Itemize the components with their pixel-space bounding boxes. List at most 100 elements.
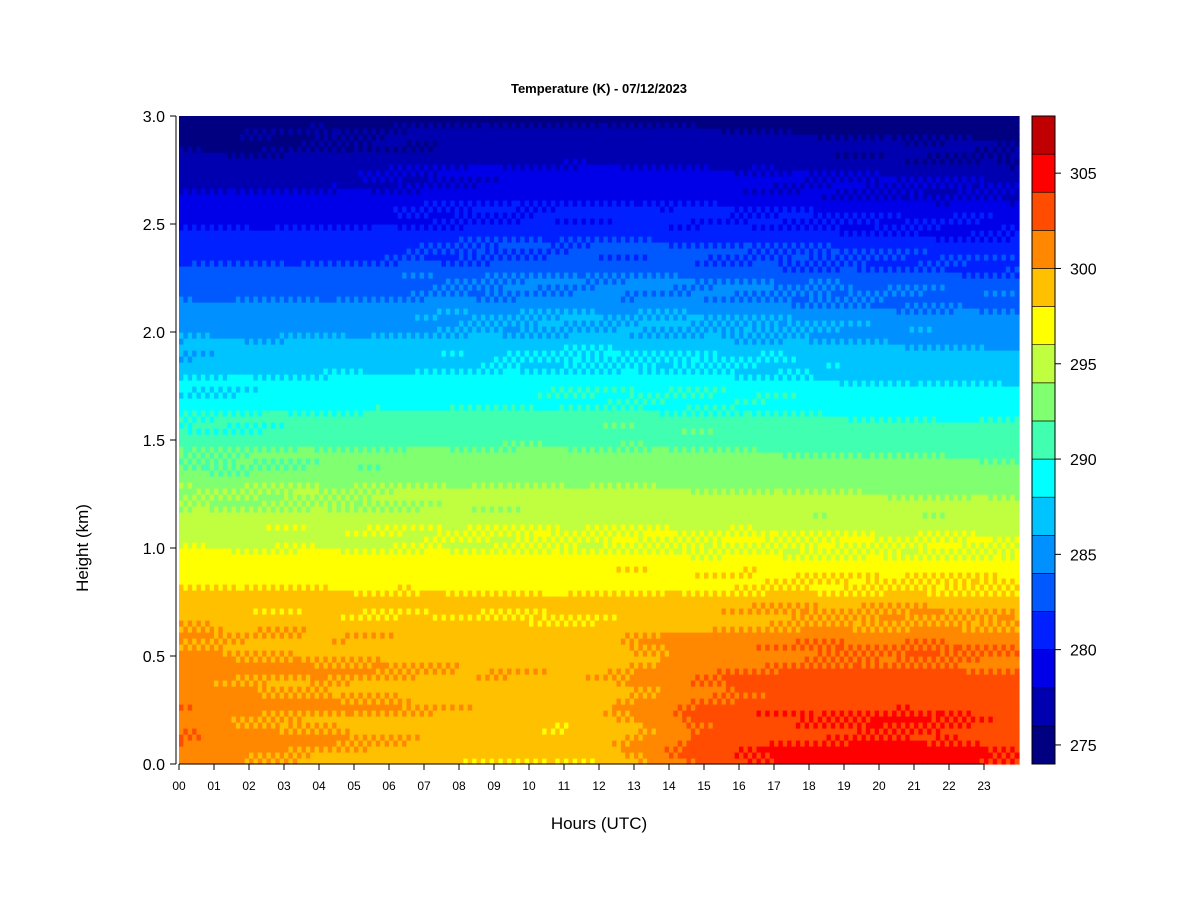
heatmap-cell bbox=[345, 404, 351, 411]
heatmap-cell bbox=[319, 362, 324, 369]
heatmap-cell bbox=[275, 296, 281, 303]
heatmap-cell bbox=[314, 662, 320, 669]
heatmap-cell bbox=[375, 212, 381, 219]
heatmap-cell bbox=[196, 422, 202, 429]
heatmap-cell bbox=[345, 464, 351, 471]
heatmap-cell bbox=[380, 722, 386, 729]
heatmap-cell bbox=[358, 218, 364, 225]
heatmap-cell bbox=[270, 698, 276, 705]
heatmap-cell bbox=[323, 236, 329, 243]
heatmap-cell bbox=[257, 566, 263, 573]
heatmap-cell bbox=[336, 386, 342, 393]
heatmap-cell bbox=[218, 116, 224, 123]
heatmap-cell bbox=[270, 518, 276, 525]
heatmap-cell bbox=[196, 494, 202, 501]
heatmap-cell bbox=[218, 560, 224, 567]
heatmap-cell bbox=[380, 704, 386, 711]
heatmap-cell bbox=[205, 212, 211, 219]
heatmap-cell bbox=[209, 140, 215, 147]
heatmap-cell bbox=[214, 170, 219, 177]
heatmap-cell bbox=[292, 746, 298, 753]
heatmap-cell bbox=[371, 674, 377, 681]
heatmap-cell bbox=[231, 464, 237, 471]
heatmap-cell bbox=[336, 602, 342, 609]
heatmap-cell bbox=[367, 716, 373, 723]
heatmap-cell bbox=[336, 686, 342, 693]
heatmap-cell bbox=[214, 644, 219, 651]
heatmap-cell bbox=[187, 578, 193, 585]
heatmap-cell bbox=[200, 644, 206, 651]
heatmap-cell bbox=[244, 722, 250, 729]
heatmap-cell bbox=[292, 734, 298, 741]
heatmap-cell bbox=[310, 596, 316, 603]
heatmap-cell bbox=[288, 506, 294, 513]
heatmap-cell bbox=[222, 206, 228, 213]
heatmap-cell bbox=[279, 560, 285, 567]
heatmap-cell bbox=[231, 548, 237, 555]
heatmap-cell bbox=[288, 422, 294, 429]
heatmap-cell bbox=[270, 530, 276, 537]
heatmap-cell bbox=[275, 260, 281, 267]
heatmap-cell bbox=[301, 506, 307, 513]
heatmap-cell bbox=[314, 758, 320, 765]
heatmap-cell bbox=[262, 692, 268, 699]
heatmap-cell bbox=[288, 170, 294, 177]
heatmap-cell bbox=[231, 578, 237, 585]
heatmap-cell bbox=[371, 146, 377, 153]
heatmap-cell bbox=[349, 212, 355, 219]
heatmap-cell bbox=[336, 296, 342, 303]
heatmap-cell bbox=[244, 314, 250, 321]
heatmap-cell bbox=[297, 362, 303, 369]
heatmap-cell bbox=[227, 212, 233, 219]
heatmap-cell bbox=[192, 668, 198, 675]
heatmap-cell bbox=[235, 632, 241, 639]
heatmap-cell bbox=[284, 374, 289, 381]
heatmap-cell bbox=[301, 470, 307, 477]
heatmap-cell bbox=[292, 176, 298, 183]
heatmap-cell bbox=[253, 206, 259, 213]
heatmap-cell bbox=[209, 596, 215, 603]
heatmap-cell bbox=[279, 602, 285, 609]
heatmap-cell bbox=[375, 164, 381, 171]
heatmap-cell bbox=[297, 188, 303, 195]
heatmap-cell bbox=[297, 476, 303, 483]
heatmap-cell bbox=[214, 212, 219, 219]
heatmap-cell bbox=[362, 320, 368, 327]
heatmap-cell bbox=[375, 698, 381, 705]
heatmap-cell bbox=[266, 446, 272, 453]
heatmap-cell bbox=[297, 530, 303, 537]
heatmap-cell bbox=[292, 668, 298, 675]
heatmap-cell bbox=[292, 314, 298, 321]
heatmap-cell bbox=[235, 206, 241, 213]
heatmap-cell bbox=[270, 608, 276, 615]
heatmap-cell bbox=[319, 524, 324, 531]
heatmap-cell bbox=[375, 572, 381, 579]
heatmap-cell bbox=[205, 182, 211, 189]
heatmap-cell bbox=[349, 512, 355, 519]
heatmap-cell bbox=[249, 344, 254, 351]
heatmap-cell bbox=[187, 596, 193, 603]
heatmap-cell bbox=[284, 674, 289, 681]
heatmap-cell bbox=[231, 200, 237, 207]
heatmap-cell bbox=[327, 182, 333, 189]
heatmap-cell bbox=[319, 458, 324, 465]
heatmap-cell bbox=[257, 650, 263, 657]
heatmap-cell bbox=[249, 356, 254, 363]
heatmap-cell bbox=[275, 464, 281, 471]
heatmap-cell bbox=[266, 134, 272, 141]
heatmap-cell bbox=[327, 320, 333, 327]
heatmap-cell bbox=[266, 548, 272, 555]
heatmap-cell bbox=[253, 374, 259, 381]
heatmap-cell bbox=[275, 200, 281, 207]
heatmap-cell bbox=[179, 644, 184, 651]
heatmap-cell bbox=[336, 218, 342, 225]
heatmap-cell bbox=[270, 416, 276, 423]
heatmap-cell bbox=[371, 254, 377, 261]
heatmap-cell bbox=[362, 710, 368, 717]
heatmap-cell bbox=[200, 392, 206, 399]
heatmap-cell bbox=[196, 446, 202, 453]
heatmap-cell bbox=[205, 620, 211, 627]
heatmap-cell bbox=[266, 410, 272, 417]
heatmap-cell bbox=[292, 458, 298, 465]
heatmap-cell bbox=[349, 284, 355, 291]
